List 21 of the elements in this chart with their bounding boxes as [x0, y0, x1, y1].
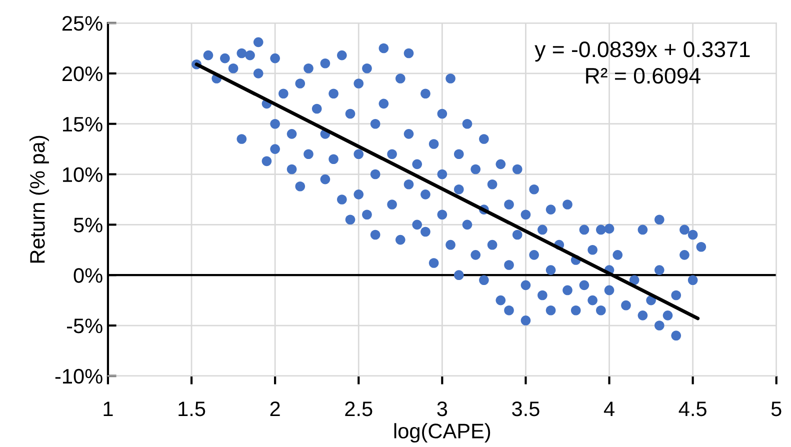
x-tick-label: 5	[771, 402, 782, 416]
x-tick-label: 2.5	[345, 401, 372, 416]
y-tick-label: 15%	[63, 116, 102, 132]
x-tick-label: 3	[437, 401, 448, 416]
y-tick-label: 0%	[74, 268, 102, 283]
x-axis-title: log(CAPE)	[394, 423, 490, 443]
x-tick-label: 3.5	[512, 401, 540, 416]
x-tick-label: 4	[604, 402, 614, 416]
x-tick-label: 1	[104, 402, 113, 416]
y-tick-label: 10%	[63, 167, 102, 182]
y-tick-label: -5%	[66, 318, 102, 334]
y-tick-label: 20%	[62, 66, 102, 82]
x-tick-label: 1.5	[178, 402, 206, 416]
y-axis-title: Return (% pa)	[30, 136, 49, 263]
annotation: R² = 0.6094	[586, 68, 700, 84]
y-tick-label: 25%	[62, 16, 102, 31]
x-tick-label: 4.5	[678, 402, 706, 416]
annotation: y = -0.0839x + 0.3371	[534, 41, 750, 62]
y-tick-label: 5%	[74, 218, 102, 232]
x-tick-label: 2	[270, 401, 280, 416]
y-tick-label: -10%	[55, 368, 102, 384]
